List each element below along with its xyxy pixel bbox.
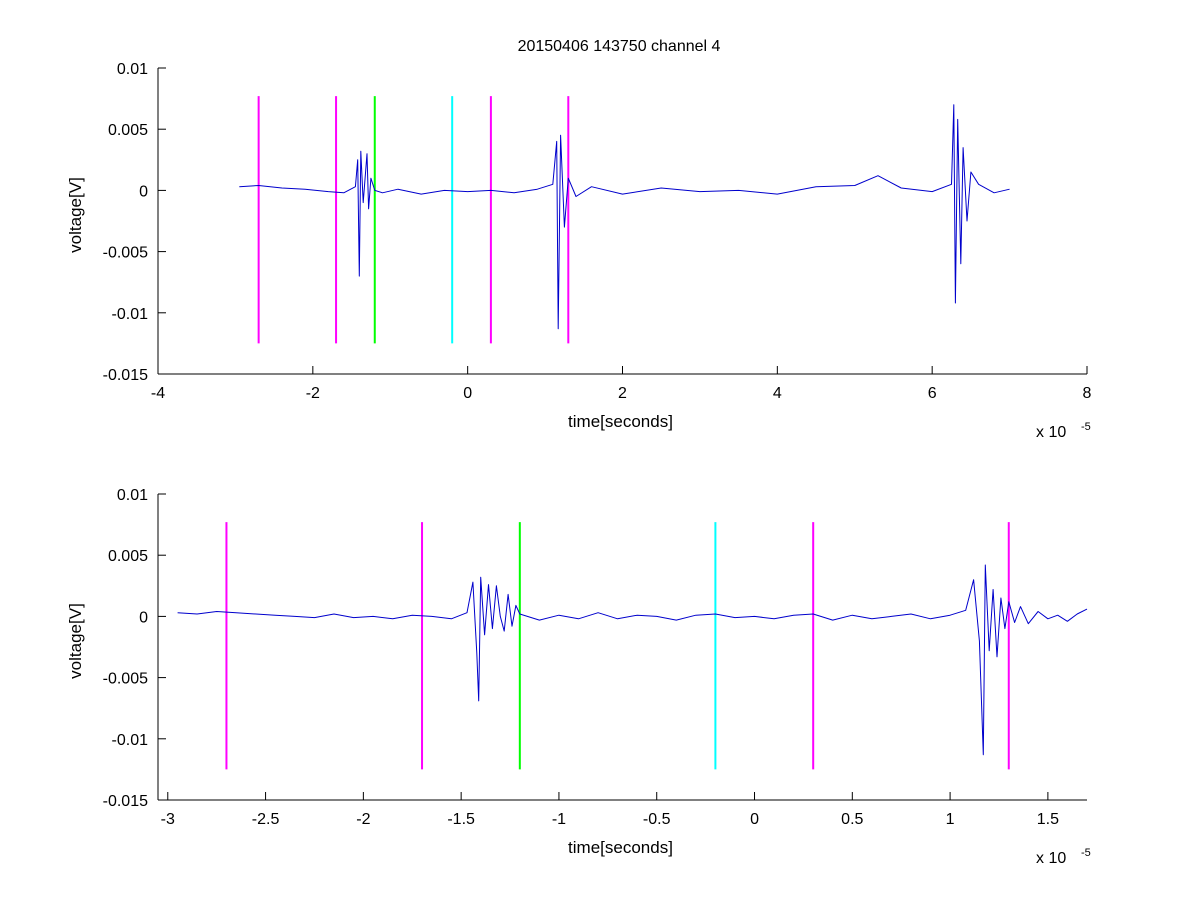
x-tick-label: 0.5 [841,811,863,828]
x-tick-label: -2 [306,385,320,402]
y-tick-label: -0.01 [112,732,149,749]
x-tick-label: -2 [356,811,370,828]
series-line-0 [239,104,1010,330]
x-tick-label: 4 [773,385,782,402]
x-tick-label: -3 [161,811,175,828]
series-line-0 [177,564,1088,756]
y-tick-label: 0.005 [108,548,148,565]
y-tick-label: -0.015 [103,367,148,384]
y-tick-label: 0 [139,183,148,200]
x-tick-label: 0 [463,385,472,402]
top-plot: -4 -2 0 2 4 6 8 -0.015 -0.01 -0.005 0 0.005 0.01 time… [66,61,1092,441]
x-axis-label: time[seconds] [568,412,673,431]
y-tick-label: -0.01 [112,306,149,323]
bottom-plot: -3 -2.5 -2 -1.5 -1 -0.5 0 0.5 1 1.5 -0.015 -0.01 -0.… [66,487,1091,867]
figure-title: 20150406 143750 channel 4 [518,38,721,55]
x-tick-label: 2 [618,385,627,402]
x-tick-label: -4 [151,385,165,402]
x-tick-label: -0.5 [643,811,671,828]
x-exponent-power: -5 [1081,421,1091,433]
y-tick-label: 0.01 [117,487,148,504]
x-exponent-label: x 10 [1036,850,1066,867]
x-exponent-label: x 10 [1036,424,1066,441]
y-tick-label: 0.01 [117,61,148,78]
x-tick-label: 6 [928,385,937,402]
x-tick-label: 1 [946,811,955,828]
y-tick-label: -0.005 [103,245,148,262]
x-tick-label: -2.5 [252,811,280,828]
y-tick-label: -0.005 [103,671,148,688]
y-axis-label: voltage[V] [66,177,85,253]
y-tick-label: 0 [139,609,148,626]
y-tick-label: -0.015 [103,793,148,810]
x-axis-label: time[seconds] [568,838,673,857]
y-tick-label: 0.005 [108,122,148,139]
x-tick-label: -1.5 [447,811,475,828]
x-tick-label: -1 [552,811,566,828]
x-tick-label: 8 [1083,385,1092,402]
y-axis-label: voltage[V] [66,603,85,679]
x-exponent-power: -5 [1081,847,1091,859]
x-tick-label: 1.5 [1037,811,1059,828]
x-tick-label: 0 [750,811,759,828]
